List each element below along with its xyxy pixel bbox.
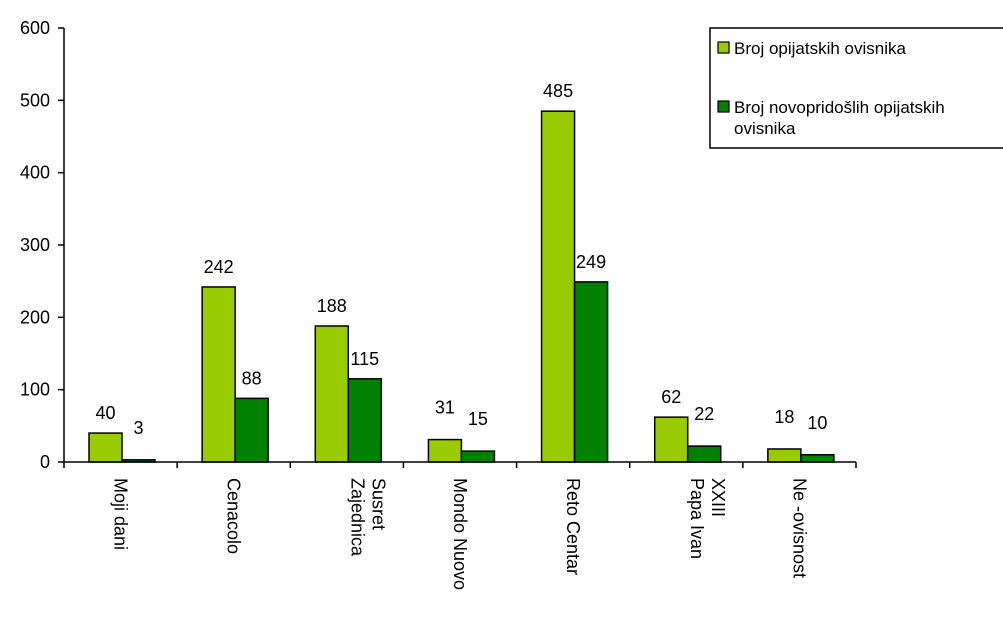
legend-swatch-1 (717, 41, 730, 54)
y-tick-label-1: 100 (20, 380, 50, 400)
y-tick-label-6: 600 (20, 18, 50, 38)
data-label-series1-3: 31 (435, 398, 455, 418)
x-category-label-line: Reto Centar (563, 478, 583, 575)
y-tick-label-2: 200 (20, 307, 50, 327)
x-category-label-line: Cenacolo (224, 478, 244, 554)
bar-series1-6 (767, 448, 802, 463)
x-category-label-1: Cenacolo (224, 478, 244, 554)
x-category-label-4: Reto Centar (563, 478, 583, 575)
x-category-label-line: Zajednica (347, 478, 367, 557)
data-label-series1-4: 485 (543, 81, 573, 101)
bar-series1-1 (201, 286, 236, 463)
data-label-series2-5: 22 (694, 404, 714, 424)
x-category-label-line: Papa Ivan (687, 478, 707, 559)
bar-series1-2 (314, 325, 350, 463)
data-label-series2-6: 10 (807, 413, 827, 433)
y-tick-label-4: 400 (20, 163, 50, 183)
legend-label-2-line-1: ovisnika (734, 119, 796, 138)
legend-label-1-line-0: Broj opijatskih ovisnika (734, 39, 907, 58)
bar-series2-4 (573, 281, 609, 463)
x-category-label-6: Ne -ovisnost (789, 478, 809, 578)
data-label-series2-1: 88 (242, 368, 262, 388)
data-label-series1-5: 62 (661, 387, 681, 407)
x-category-label-3: Mondo Nuovo (450, 478, 470, 590)
x-category-label-0: Moji dani (111, 478, 131, 550)
data-label-series1-6: 18 (774, 407, 794, 427)
bar-series2-2 (347, 378, 383, 463)
data-label-series1-2: 188 (317, 296, 347, 316)
data-label-series1-0: 40 (95, 403, 115, 423)
y-tick-label-0: 0 (40, 452, 50, 472)
legend-box (709, 27, 1003, 149)
x-category-label-line: Susret (368, 478, 388, 530)
x-category-label-line: Mondo Nuovo (450, 478, 470, 590)
bar-series1-5 (653, 416, 689, 463)
x-category-label-line: Moji dani (111, 478, 131, 550)
y-tick-label-5: 500 (20, 90, 50, 110)
bar-series2-6 (800, 454, 835, 463)
bar-series1-0 (88, 432, 123, 463)
x-category-label-line: XXIII (708, 478, 728, 517)
bar-series1-3 (427, 438, 463, 463)
legend-swatch-2 (717, 100, 730, 113)
x-category-label-line: Ne -ovisnost (789, 478, 809, 578)
data-label-series1-1: 242 (204, 257, 234, 277)
legend-label-2-line-0: Broj novopridošlih opijatskih (734, 98, 945, 117)
y-tick-label-3: 300 (20, 235, 50, 255)
bar-series1-4 (540, 110, 576, 463)
bar-series2-3 (460, 450, 496, 463)
data-label-series2-2: 115 (350, 349, 379, 369)
data-label-series2-4: 249 (576, 252, 606, 272)
bar-series2-1 (234, 397, 269, 463)
data-label-series2-0: 3 (133, 418, 143, 438)
x-category-label-2: ZajednicaSusret (347, 478, 388, 557)
x-category-label-5: Papa IvanXXIII (687, 478, 728, 559)
data-label-series2-3: 15 (468, 409, 488, 429)
bar-series2-5 (686, 445, 722, 463)
